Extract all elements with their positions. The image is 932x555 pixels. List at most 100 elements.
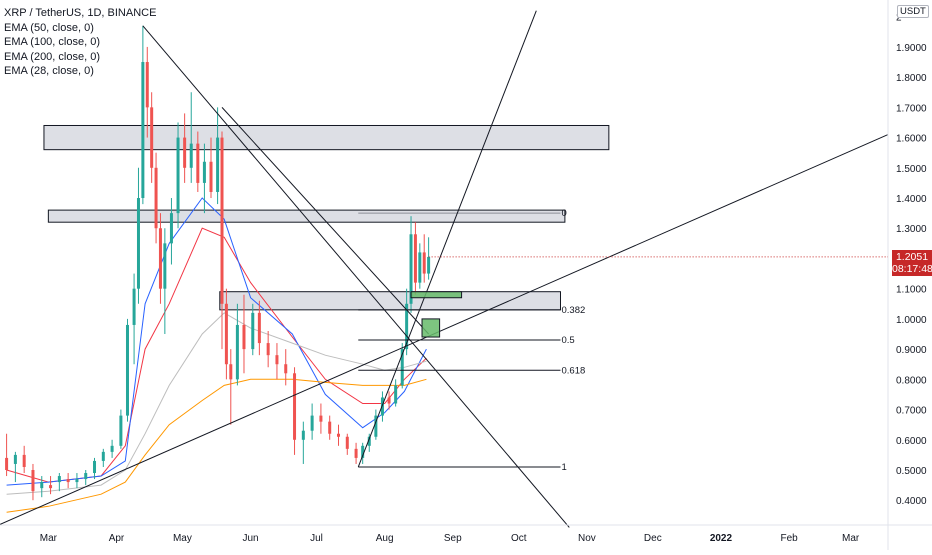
x-tick-label: Feb	[780, 533, 798, 544]
candles	[5, 25, 431, 501]
fib-level-label: 0.618	[561, 365, 585, 376]
candle-body	[354, 448, 358, 458]
indicator-ema-100[interactable]: EMA (100, close, 0)	[4, 36, 100, 48]
y-tick-label: 1.1000	[896, 285, 927, 296]
y-tick-label: 1.0000	[896, 315, 927, 326]
indicator-ema-200[interactable]: EMA (200, close, 0)	[4, 50, 100, 63]
candle-body	[132, 288, 136, 325]
candle-body	[75, 479, 79, 483]
candle-body	[136, 198, 140, 289]
candle-body	[93, 460, 97, 474]
trendline	[142, 25, 570, 528]
y-tick-label: 1.3000	[896, 224, 927, 235]
resistance-zone	[43, 124, 610, 151]
ema-line	[6, 197, 427, 486]
fib-retracement: 0 0.382 0.5 0.618 1	[358, 208, 585, 473]
candle-body	[57, 476, 61, 483]
y-tick-label: 1.6000	[896, 134, 927, 145]
candle-body	[242, 324, 246, 350]
candle-body	[418, 252, 422, 283]
candle-body	[336, 433, 340, 437]
candle-body	[251, 312, 255, 350]
y-tick-label: 0.6000	[896, 436, 927, 447]
candle-body	[293, 373, 297, 440]
candle-body	[229, 364, 233, 380]
candle-body	[367, 436, 371, 446]
candle-body	[422, 252, 426, 274]
horizontal-zones	[43, 124, 610, 311]
trendline	[0, 134, 889, 525]
countdown-label: 08:17:48	[892, 262, 932, 275]
candle-body	[301, 430, 305, 440]
candle-body	[266, 343, 270, 356]
x-tick-label: Apr	[109, 533, 125, 544]
candle-body	[31, 470, 35, 492]
current-price-label: 1.2051	[895, 250, 929, 263]
candle-body	[110, 445, 114, 452]
candle-body	[394, 385, 398, 404]
ema-line	[6, 312, 427, 495]
x-tick-label: Nov	[578, 533, 596, 544]
candle-body	[141, 62, 145, 199]
y-tick-label: 0.7000	[896, 406, 927, 417]
candle-body	[235, 324, 239, 380]
candle-body	[209, 161, 213, 192]
candle-body	[413, 234, 417, 283]
chart-legend: XRP / TetherUS, 1D, BINANCE EMA (50, clo…	[4, 6, 156, 79]
indicator-ema-50[interactable]: EMA (50, close, 0)	[4, 21, 94, 34]
candle-body	[66, 479, 70, 483]
candle-body	[13, 454, 17, 464]
y-tick-label: 1.5000	[896, 164, 927, 175]
y-tick-label: 1.9000	[896, 43, 927, 54]
fib-level-label: 0.5	[561, 335, 574, 346]
ema-line	[6, 378, 427, 513]
candle-body	[400, 349, 404, 386]
candle-body	[284, 364, 288, 374]
confluence-marker	[421, 318, 441, 338]
candle-body	[328, 421, 332, 434]
candle-body	[101, 451, 105, 461]
candle-body	[319, 415, 323, 422]
y-tick-label: 1.7000	[896, 103, 927, 114]
trendline	[357, 10, 537, 468]
fib-level-label: 0	[561, 208, 566, 219]
x-tick-label: Oct	[511, 533, 527, 544]
candle-body	[22, 454, 26, 467]
fib-level-label: 0.382	[561, 305, 585, 316]
candle-body	[380, 397, 384, 416]
x-tick-label: Mar	[40, 533, 58, 544]
breakout-marker	[410, 291, 463, 299]
x-tick-label: Mar	[842, 533, 860, 544]
candle-body	[176, 137, 180, 214]
candle-body	[275, 355, 279, 365]
candle-body	[387, 397, 391, 404]
candle-body	[361, 445, 365, 458]
x-tick-label: Jun	[243, 533, 259, 544]
candle-body	[220, 137, 224, 304]
symbol-title[interactable]: XRP / TetherUS, 1D, BINANCE	[4, 7, 157, 19]
candle-body	[345, 436, 349, 449]
candle-body	[150, 107, 154, 168]
candle-body	[40, 482, 44, 489]
y-tick-label: 1.4000	[896, 194, 927, 205]
x-tick-label: Jul	[310, 533, 323, 544]
y-tick-label: 0.5000	[896, 466, 927, 477]
candle-body	[183, 137, 187, 168]
candle-body	[119, 415, 123, 446]
candle-body	[216, 137, 220, 192]
candle-body	[163, 243, 167, 289]
candle-body	[196, 143, 200, 183]
candle-body	[202, 161, 206, 183]
candle-body	[84, 473, 88, 480]
candle-body	[169, 213, 173, 244]
x-tick-label: Dec	[644, 533, 662, 544]
markers	[410, 291, 463, 338]
candle-body	[310, 415, 314, 431]
candle-body	[224, 303, 228, 365]
candle-body	[405, 303, 409, 350]
candle-body	[125, 324, 129, 416]
currency-unit-button[interactable]: USDT	[897, 5, 929, 18]
indicator-ema-28[interactable]: EMA (28, close, 0)	[4, 65, 94, 77]
